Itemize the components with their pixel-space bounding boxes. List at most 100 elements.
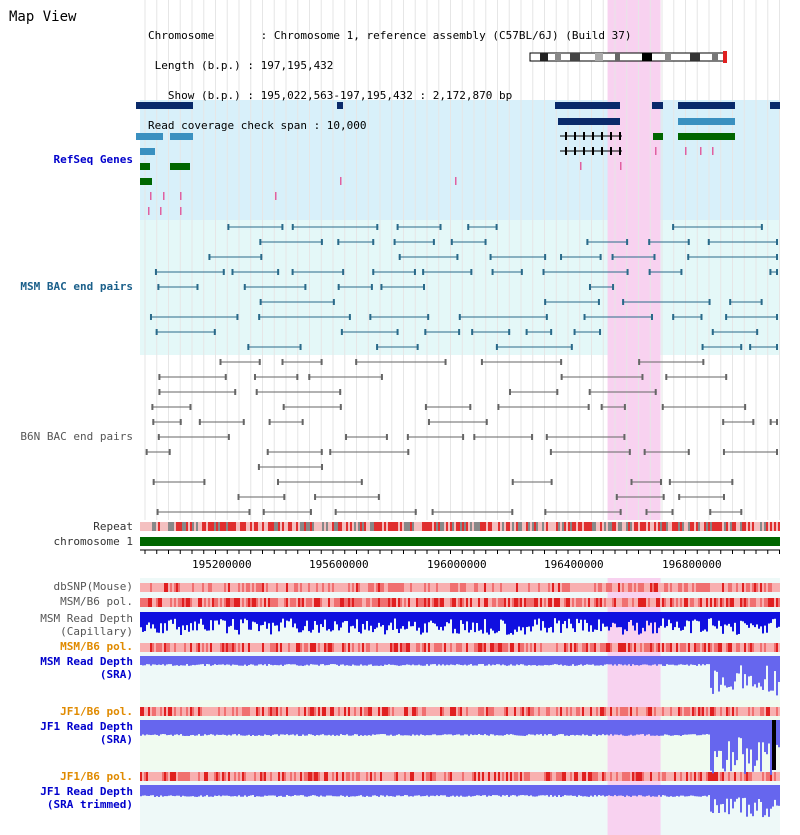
- polymorphism-cell: [234, 707, 236, 716]
- polymorphism-cell: [452, 643, 454, 652]
- polymorphism-cell: [506, 643, 508, 652]
- msm-bac-pair-end: [422, 269, 425, 275]
- repeat-block: [598, 522, 600, 531]
- read-depth-bar: [582, 785, 584, 797]
- read-depth-bar: [308, 720, 310, 735]
- read-depth-bar: [266, 720, 268, 736]
- track-label-b6n-bac[interactable]: B6N BAC end pairs: [20, 430, 133, 443]
- read-depth-bar: [508, 656, 510, 666]
- read-depth-bar: [274, 656, 276, 665]
- polymorphism-cell: [548, 598, 550, 607]
- repeat-block: [348, 522, 350, 531]
- read-depth-bar: [426, 656, 428, 665]
- polymorphism-cell: [448, 583, 450, 592]
- polymorphism-cell: [766, 583, 768, 592]
- polymorphism-cell: [722, 643, 724, 652]
- read-depth-bar: [224, 785, 226, 796]
- polymorphism-cell: [682, 598, 684, 607]
- polymorphism-cell: [768, 772, 770, 781]
- read-depth-bar: [594, 656, 596, 666]
- read-depth-bar: [466, 720, 468, 735]
- polymorphism-cell: [602, 583, 604, 592]
- read-depth-bar: [768, 785, 770, 817]
- read-depth-bar: [532, 785, 534, 797]
- b6n-bac-pair-end: [145, 449, 148, 455]
- repeat-block: [314, 522, 316, 531]
- read-depth-bar: [292, 656, 294, 665]
- polymorphism-cell: [650, 707, 652, 716]
- polymorphism-cell: [534, 772, 536, 781]
- polymorphism-cell: [414, 583, 416, 592]
- read-depth-bar: [382, 612, 384, 626]
- track-label-refseq[interactable]: RefSeq Genes: [53, 153, 133, 166]
- polymorphism-cell: [576, 707, 578, 716]
- read-depth-bar: [698, 720, 700, 736]
- repeat-block: [226, 522, 228, 531]
- polymorphism-cell: [616, 643, 618, 652]
- polymorphism-cell: [158, 643, 160, 652]
- polymorphism-cell: [276, 643, 278, 652]
- read-depth-bar: [626, 656, 628, 666]
- polymorphism-cell: [668, 643, 670, 652]
- read-depth-bar: [278, 785, 280, 797]
- polymorphism-cell: [188, 707, 190, 716]
- polymorphism-cell: [720, 707, 722, 716]
- polymorphism-cell: [608, 772, 610, 781]
- read-depth-bar: [198, 612, 200, 624]
- read-depth-bar: [334, 785, 336, 797]
- polymorphism-cell: [630, 583, 632, 592]
- polymorphism-cell: [638, 643, 640, 652]
- polymorphism-cell: [432, 598, 434, 607]
- polymorphism-cell: [684, 583, 686, 592]
- polymorphism-cell: [366, 643, 368, 652]
- polymorphism-cell: [370, 772, 372, 781]
- polymorphism-cell: [420, 583, 422, 592]
- polymorphism-cell: [718, 707, 720, 716]
- repeat-block: [688, 522, 690, 531]
- read-depth-bar: [426, 720, 428, 736]
- polymorphism-cell: [556, 598, 558, 607]
- read-depth-bar: [708, 612, 710, 619]
- polymorphism-cell: [532, 583, 534, 592]
- read-depth-bar: [294, 785, 296, 796]
- polymorphism-cell: [644, 707, 646, 716]
- polymorphism-cell: [306, 598, 308, 607]
- polymorphism-cell: [358, 583, 360, 592]
- repeat-block: [258, 522, 260, 531]
- read-depth-bar: [494, 612, 496, 634]
- read-depth-bar: [306, 720, 308, 736]
- track-label-msm-bac[interactable]: MSM BAC end pairs: [20, 280, 133, 293]
- b6n-bac-pair-end: [469, 404, 472, 410]
- msm-bac-pair-end: [680, 269, 683, 275]
- read-depth-bar: [422, 612, 424, 633]
- polymorphism-cell: [178, 643, 180, 652]
- repeat-block: [202, 522, 204, 531]
- msm-bac-pair-end: [281, 224, 284, 230]
- polymorphism-cell: [494, 643, 496, 652]
- polymorphism-cell: [292, 643, 294, 652]
- read-depth-bar: [778, 656, 780, 682]
- read-depth-bar: [432, 720, 434, 735]
- read-depth-bar: [756, 656, 758, 688]
- read-depth-bar: [284, 720, 286, 735]
- repeat-block: [468, 522, 470, 531]
- polymorphism-cell: [238, 598, 240, 607]
- read-depth-bar: [148, 785, 150, 796]
- polymorphism-cell: [658, 643, 660, 652]
- read-depth-bar: [234, 612, 236, 630]
- polymorphism-cell: [480, 772, 482, 781]
- polymorphism-cell: [196, 772, 198, 781]
- polymorphism-cell: [142, 643, 144, 652]
- read-depth-bar: [296, 612, 298, 629]
- polymorphism-cell: [720, 643, 722, 652]
- read-depth-bar: [716, 656, 718, 672]
- read-depth-bar: [750, 785, 752, 814]
- polymorphism-cell: [146, 598, 148, 607]
- read-depth-bar: [166, 656, 168, 665]
- read-depth-bar: [494, 785, 496, 796]
- read-depth-bar: [566, 720, 568, 736]
- polymorphism-cell: [300, 583, 302, 592]
- polymorphism-cell: [690, 583, 692, 592]
- polymorphism-cell: [546, 643, 548, 652]
